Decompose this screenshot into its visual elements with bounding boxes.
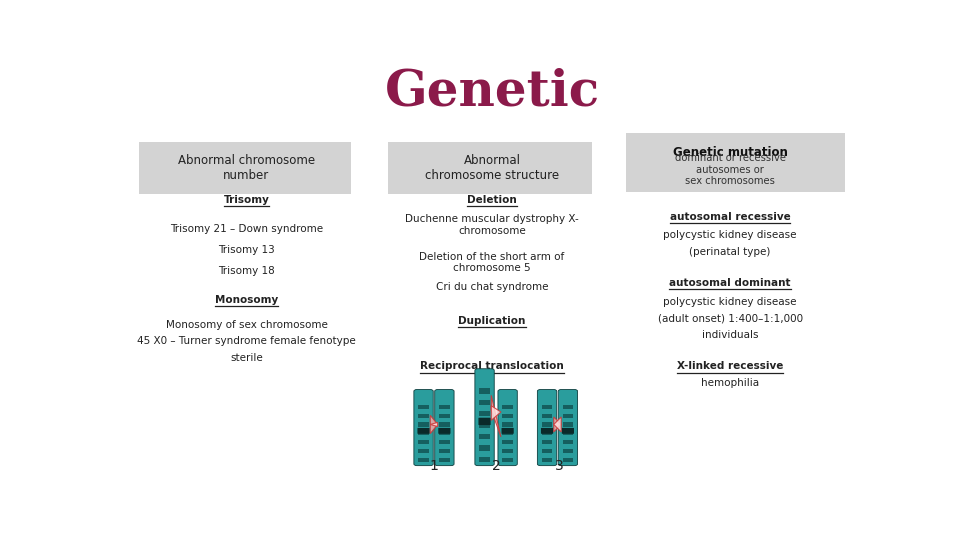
- Bar: [419, 458, 429, 462]
- Bar: [479, 445, 490, 450]
- FancyBboxPatch shape: [388, 141, 592, 194]
- Bar: [502, 414, 513, 418]
- FancyBboxPatch shape: [538, 389, 557, 465]
- Bar: [563, 422, 573, 427]
- Bar: [439, 449, 449, 453]
- Text: Abnormal
chromosome structure: Abnormal chromosome structure: [425, 154, 559, 182]
- Text: sterile: sterile: [230, 353, 263, 363]
- FancyBboxPatch shape: [418, 428, 430, 434]
- FancyBboxPatch shape: [501, 428, 514, 434]
- Text: Trisomy: Trisomy: [224, 195, 270, 205]
- Bar: [419, 440, 429, 444]
- Bar: [502, 422, 513, 427]
- FancyBboxPatch shape: [478, 418, 491, 425]
- FancyBboxPatch shape: [138, 141, 350, 194]
- Text: 2: 2: [492, 459, 501, 473]
- Polygon shape: [492, 406, 501, 420]
- Bar: [563, 404, 573, 409]
- Text: Trisomy 18: Trisomy 18: [218, 266, 275, 275]
- Text: (adult onset) 1:400–1:1,000: (adult onset) 1:400–1:1,000: [658, 313, 803, 323]
- Text: polycystic kidney disease: polycystic kidney disease: [663, 297, 797, 307]
- Text: Genetic mutation: Genetic mutation: [673, 146, 787, 159]
- FancyBboxPatch shape: [475, 369, 494, 465]
- Polygon shape: [554, 417, 562, 432]
- Text: (perinatal type): (perinatal type): [689, 247, 771, 257]
- Bar: [439, 431, 449, 435]
- FancyBboxPatch shape: [439, 428, 450, 434]
- Text: hemophilia: hemophilia: [701, 378, 759, 388]
- Bar: [563, 458, 573, 462]
- Bar: [479, 411, 490, 416]
- Text: Reciprocal translocation: Reciprocal translocation: [420, 361, 564, 372]
- Bar: [541, 422, 552, 427]
- Bar: [439, 458, 449, 462]
- Bar: [541, 458, 552, 462]
- Bar: [541, 414, 552, 418]
- Text: Duchenne muscular dystrophy X-
chromosome: Duchenne muscular dystrophy X- chromosom…: [405, 214, 579, 235]
- Bar: [502, 449, 513, 453]
- Text: 1: 1: [429, 459, 439, 473]
- FancyBboxPatch shape: [562, 428, 574, 434]
- Text: X-linked recessive: X-linked recessive: [677, 361, 783, 372]
- FancyBboxPatch shape: [435, 389, 454, 465]
- Text: Genetic: Genetic: [384, 68, 600, 116]
- Bar: [479, 434, 490, 439]
- Bar: [419, 449, 429, 453]
- Bar: [502, 458, 513, 462]
- Bar: [563, 414, 573, 418]
- Bar: [502, 404, 513, 409]
- Bar: [541, 449, 552, 453]
- Text: Monosomy of sex chromosome: Monosomy of sex chromosome: [165, 320, 327, 330]
- Text: autosomal dominant: autosomal dominant: [669, 278, 791, 288]
- Text: Abnormal chromosome
number: Abnormal chromosome number: [178, 154, 315, 182]
- Bar: [541, 431, 552, 435]
- FancyBboxPatch shape: [626, 133, 846, 192]
- Bar: [563, 431, 573, 435]
- Text: polycystic kidney disease: polycystic kidney disease: [663, 230, 797, 240]
- Bar: [439, 414, 449, 418]
- Bar: [439, 404, 449, 409]
- FancyBboxPatch shape: [558, 389, 578, 465]
- Bar: [419, 404, 429, 409]
- Bar: [541, 440, 552, 444]
- Bar: [563, 449, 573, 453]
- FancyBboxPatch shape: [414, 389, 433, 465]
- Text: Monosomy: Monosomy: [215, 295, 278, 305]
- Polygon shape: [492, 395, 501, 437]
- Text: Duplication: Duplication: [458, 315, 526, 326]
- Bar: [479, 388, 490, 394]
- FancyBboxPatch shape: [498, 389, 517, 465]
- Bar: [502, 440, 513, 444]
- Text: Deletion: Deletion: [468, 195, 516, 205]
- Polygon shape: [430, 422, 438, 427]
- Text: individuals: individuals: [702, 330, 758, 340]
- Bar: [439, 422, 449, 427]
- Bar: [419, 414, 429, 418]
- Text: Trisomy 21 – Down syndrome: Trisomy 21 – Down syndrome: [170, 224, 324, 234]
- Text: Deletion of the short arm of
chromosome 5: Deletion of the short arm of chromosome …: [420, 252, 564, 273]
- Text: Trisomy 13: Trisomy 13: [218, 245, 275, 255]
- Bar: [419, 431, 429, 435]
- Text: Cri du chat syndrome: Cri du chat syndrome: [436, 282, 548, 292]
- Bar: [479, 400, 490, 405]
- Text: dominant or recessive
autosomes or
sex chromosomes: dominant or recessive autosomes or sex c…: [675, 153, 785, 186]
- Bar: [479, 456, 490, 462]
- Text: autosomal recessive: autosomal recessive: [670, 212, 790, 221]
- Text: 3: 3: [555, 459, 564, 473]
- Text: 45 X0 – Turner syndrome female fenotype: 45 X0 – Turner syndrome female fenotype: [137, 336, 356, 346]
- Bar: [419, 422, 429, 427]
- FancyBboxPatch shape: [540, 428, 553, 434]
- Bar: [439, 440, 449, 444]
- Bar: [541, 404, 552, 409]
- Bar: [502, 431, 513, 435]
- Bar: [479, 422, 490, 428]
- Polygon shape: [554, 417, 562, 432]
- Bar: [563, 440, 573, 444]
- Polygon shape: [430, 415, 438, 434]
